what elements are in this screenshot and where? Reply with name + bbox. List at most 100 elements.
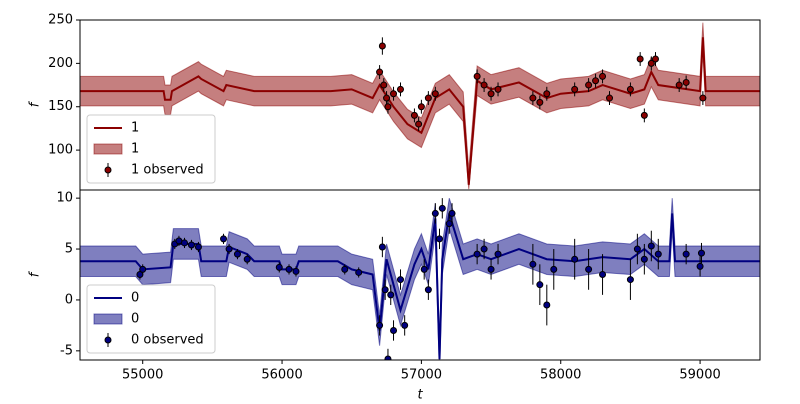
observed-point: [626, 276, 634, 284]
observed-point: [387, 291, 395, 299]
observed-point: [640, 255, 648, 263]
observed-point: [606, 94, 614, 102]
legend-box: [86, 114, 216, 184]
observed-point: [275, 263, 283, 271]
mean-line: [80, 213, 760, 360]
y-tick-label: 0: [65, 292, 73, 307]
axes-frame: [79, 189, 761, 361]
x-tick-label: 56000: [261, 368, 302, 383]
observed-point: [636, 55, 644, 63]
observed-point: [487, 265, 495, 273]
observed-point: [233, 250, 241, 258]
observed-point: [431, 90, 439, 98]
observed-point: [494, 250, 502, 258]
observed-point: [285, 265, 293, 273]
observed-point: [438, 204, 446, 212]
observed-point: [415, 120, 423, 128]
observed-point: [647, 59, 655, 67]
legend-label: 1: [131, 142, 139, 157]
observed-point: [473, 250, 481, 258]
observed-point: [550, 265, 558, 273]
observed-point: [383, 94, 391, 102]
observed-point: [571, 85, 579, 93]
observed-point: [536, 98, 544, 106]
observed-point: [682, 250, 690, 258]
y-tick-label: 200: [48, 56, 73, 71]
observed-point: [682, 78, 690, 86]
legend-marker: [104, 166, 112, 174]
observed-point: [410, 111, 418, 119]
observed-point: [181, 239, 189, 247]
x-tick-label: 55000: [122, 368, 163, 383]
legend: 1 1 1 observed: [86, 114, 216, 184]
observed-point: [699, 94, 707, 102]
observed-point: [341, 265, 349, 273]
observed-point: [696, 262, 704, 270]
observed-point: [654, 250, 662, 258]
observed-point: [390, 90, 398, 98]
observed-point: [651, 55, 659, 63]
observed-point: [473, 72, 481, 80]
observed-point: [529, 260, 537, 268]
y-tick-label: 100: [48, 143, 73, 158]
observed-point: [487, 90, 495, 98]
x-tick-label: 59000: [679, 368, 720, 383]
observed-point: [225, 245, 233, 253]
observed-point: [647, 242, 655, 250]
observed-point: [480, 81, 488, 89]
observed-point: [436, 235, 444, 243]
plot-area: [80, 22, 760, 190]
legend: 0 0 0 observed: [86, 284, 216, 354]
x-tick-label: 58000: [540, 368, 581, 383]
x-axis-label: t: [417, 388, 423, 401]
observed-point: [243, 255, 251, 263]
observed-point: [529, 94, 537, 102]
legend-label: 1 observed: [131, 163, 204, 178]
observed-point: [543, 90, 551, 98]
observed-point: [378, 42, 386, 50]
observed-point: [599, 270, 607, 278]
observed-point: [536, 281, 544, 289]
observed-point: [633, 245, 641, 253]
observed-point: [401, 321, 409, 329]
observed-point: [543, 301, 551, 309]
observed-point: [384, 355, 392, 360]
observed-point: [396, 276, 404, 284]
legend-label: 0: [131, 291, 139, 306]
y-tick-label: -5: [60, 343, 73, 358]
observed-point: [585, 265, 593, 273]
y-tick-label: 5: [65, 242, 73, 257]
observed-point: [139, 265, 147, 273]
observed-point: [480, 245, 488, 253]
legend-patch: [93, 313, 123, 325]
observed-point: [376, 68, 384, 76]
legend-label: 0 observed: [131, 333, 204, 348]
y-axis-label: f: [28, 100, 43, 107]
observed-point: [376, 321, 384, 329]
observed-point: [220, 235, 228, 243]
observed-point: [384, 103, 392, 111]
observed-point: [448, 209, 456, 217]
legend-patch: [93, 143, 123, 155]
observed-point: [355, 268, 363, 276]
observed-point: [640, 111, 648, 119]
observed-point: [417, 103, 425, 111]
observed-point: [194, 243, 202, 251]
observed-point: [396, 85, 404, 93]
legend-box: [86, 284, 216, 354]
observed-point: [571, 255, 579, 263]
plot-area: [80, 197, 760, 360]
observed-point: [675, 81, 683, 89]
observed-point: [381, 286, 389, 294]
x-tick-label: 57000: [401, 368, 442, 383]
observed-point: [599, 72, 607, 80]
y-axis-label: f: [28, 270, 43, 277]
observed-point: [445, 220, 453, 228]
observed-point: [420, 265, 428, 273]
observed-point: [424, 286, 432, 294]
observed-point: [390, 326, 398, 334]
observed-point: [292, 267, 300, 275]
observed-point: [626, 85, 634, 93]
observed-point: [494, 85, 502, 93]
